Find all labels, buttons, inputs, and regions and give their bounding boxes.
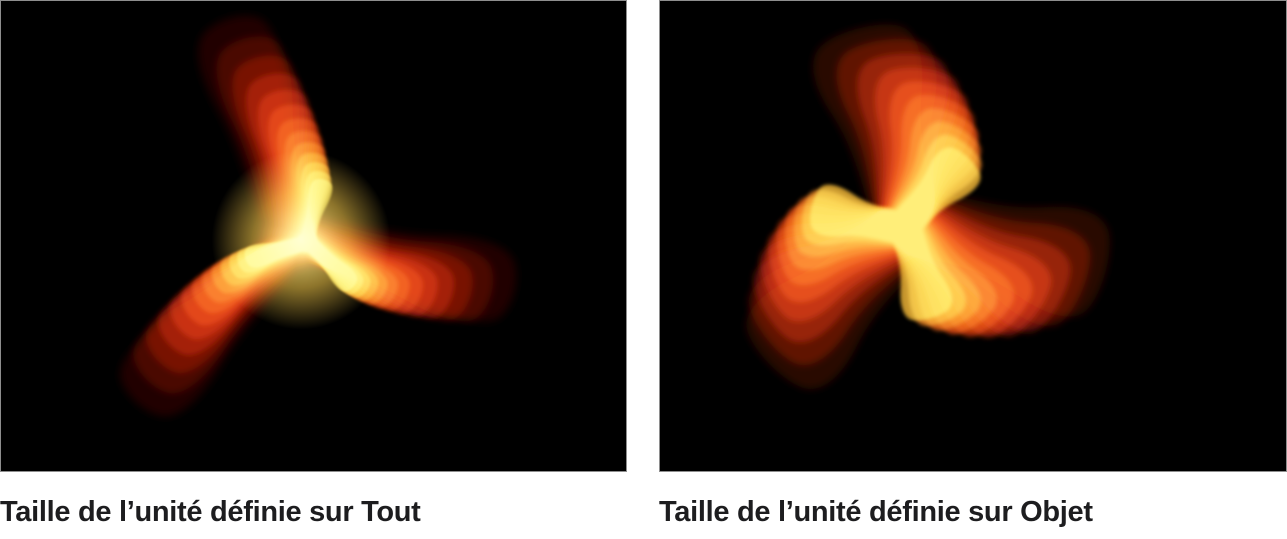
caption-unit-size-all: Taille de l’unité définie sur Tout: [0, 496, 421, 528]
figure-captions: Taille de l’unité définie sur Tout Taill…: [0, 496, 1287, 529]
particle-starburst-all-render: [26, 1, 546, 441]
caption-unit-size-object: Taille de l’unité définie sur Objet: [659, 496, 1093, 528]
figure-panels: [0, 0, 1287, 472]
figure-unit-size-object: [659, 0, 1287, 472]
particle-starburst-object-render: [674, 1, 1146, 417]
figure-unit-size-all: [0, 0, 627, 472]
